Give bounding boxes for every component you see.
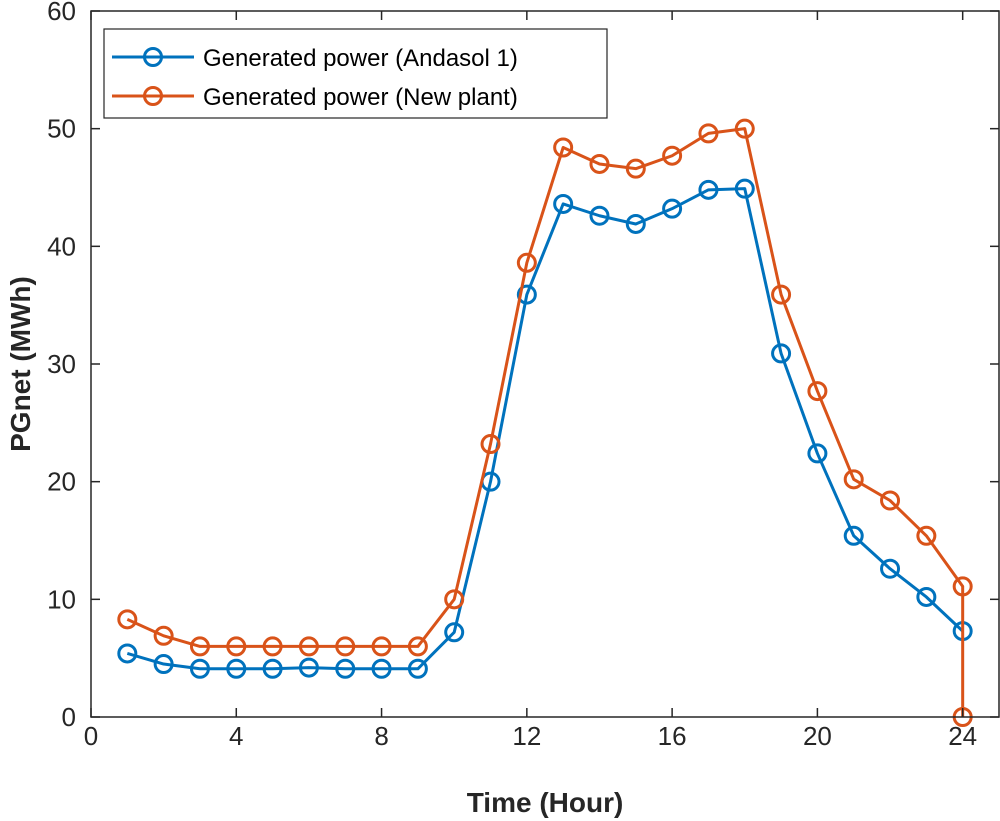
legend: Generated power (Andasol 1) Generated po…: [103, 28, 608, 119]
x-tick-label: 16: [658, 721, 687, 751]
data-point-new-plant: [298, 636, 319, 657]
y-tick-label: 10: [47, 584, 76, 614]
data-point-andasol: [771, 343, 792, 364]
data-point-andasol: [662, 198, 683, 219]
data-point-andasol: [807, 443, 828, 464]
data-point-andasol: [335, 658, 356, 679]
x-tick-label: 12: [512, 721, 541, 751]
y-tick-label: 0: [62, 702, 76, 732]
data-point-new-plant: [553, 137, 574, 158]
x-tick-label: 24: [948, 721, 977, 751]
data-point-andasol: [698, 179, 719, 200]
data-point-new-plant: [625, 158, 646, 179]
data-point-andasol: [189, 658, 210, 679]
y-tick-label: 40: [47, 231, 76, 261]
data-point-andasol: [625, 213, 646, 234]
data-point-new-plant: [335, 636, 356, 657]
series-line-andasol: [126, 187, 964, 671]
data-point-new-plant: [880, 490, 901, 511]
y-axis-title: PGnet (MWh): [5, 276, 36, 452]
data-point-new-plant: [771, 284, 792, 305]
data-point-andasol: [553, 193, 574, 214]
legend-marker-new-plant: [143, 86, 163, 106]
legend-label-andasol: Generated power (Andasol 1): [203, 45, 518, 72]
series-layer: [117, 118, 973, 727]
data-point-andasol: [298, 657, 319, 678]
data-point-andasol: [916, 586, 937, 607]
data-point-andasol: [226, 658, 247, 679]
x-tick-label: 0: [84, 721, 98, 751]
data-point-new-plant: [117, 609, 138, 630]
x-tick-label: 20: [803, 721, 832, 751]
data-point-andasol: [444, 622, 465, 643]
legend-label-new-plant: Generated power (New plant): [203, 84, 518, 111]
data-point-andasol: [880, 558, 901, 579]
series-andasol: [117, 178, 973, 679]
data-point-new-plant: [407, 636, 428, 657]
legend-marker-andasol: [143, 47, 163, 67]
x-tick-label: 4: [229, 721, 243, 751]
data-point-andasol: [589, 205, 610, 226]
data-point-new-plant: [843, 469, 864, 490]
data-point-andasol: [371, 658, 392, 679]
y-tick-label: 20: [47, 467, 76, 497]
data-point-new-plant: [480, 434, 501, 455]
data-point-new-plant: [516, 252, 537, 273]
data-point-new-plant: [952, 576, 973, 597]
data-point-new-plant: [807, 381, 828, 402]
data-point-new-plant: [589, 153, 610, 174]
data-point-new-plant: [262, 636, 283, 657]
data-point-new-plant: [698, 123, 719, 144]
data-point-new-plant: [734, 118, 755, 139]
data-point-andasol: [843, 525, 864, 546]
tick-layer: 0 4 8 12 16 20 24 0 10 20 30 40 50 60: [47, 0, 999, 751]
x-tick-label: 8: [374, 721, 388, 751]
data-point-andasol: [117, 643, 138, 664]
data-point-new-plant: [662, 145, 683, 166]
data-point-new-plant: [371, 636, 392, 657]
data-point-new-plant: [153, 625, 174, 646]
y-tick-label: 50: [47, 114, 76, 144]
series-new-plant: [117, 118, 973, 727]
plot-area-background: [91, 11, 999, 717]
legend-box: [103, 28, 608, 119]
data-point-andasol: [734, 178, 755, 199]
data-point-new-plant: [189, 636, 210, 657]
data-point-andasol: [516, 284, 537, 305]
data-point-andasol: [153, 654, 174, 675]
y-tick-label: 30: [47, 349, 76, 379]
data-point-andasol: [262, 658, 283, 679]
data-point-andasol: [407, 658, 428, 679]
series-line-new-plant: [126, 127, 965, 717]
data-point-new-plant: [226, 636, 247, 657]
y-tick-label: 60: [47, 0, 76, 26]
x-axis-title: Time (Hour): [467, 787, 624, 818]
data-point-new-plant: [444, 589, 465, 610]
data-point-new-plant: [916, 525, 937, 546]
